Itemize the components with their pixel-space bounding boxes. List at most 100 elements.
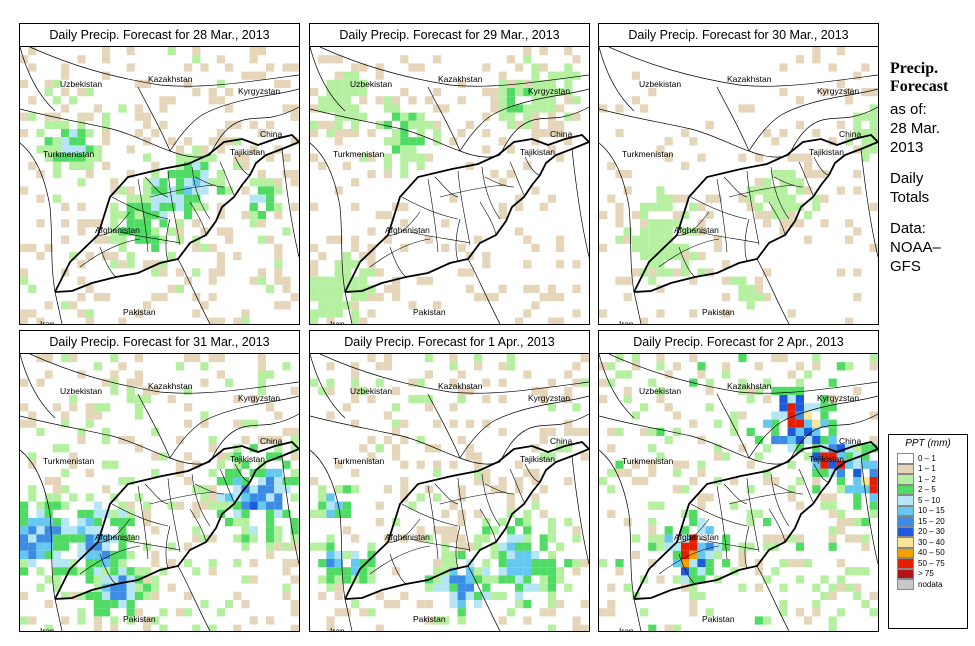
precip-cell: [208, 624, 217, 631]
precip-cell: [607, 194, 616, 203]
country-border: [599, 142, 642, 324]
precip-cell: [515, 477, 524, 486]
precip-cells: [599, 47, 878, 324]
precip-cell: [77, 518, 86, 527]
precip-cell: [564, 386, 573, 395]
precip-cell: [795, 608, 804, 617]
precip-cell: [498, 104, 507, 113]
province-border: [439, 184, 506, 198]
precip-cell: [795, 534, 804, 543]
precip-cell: [383, 120, 392, 129]
precip-cell: [416, 600, 425, 609]
map-label-uzbekistan: Uzbekistan: [60, 79, 102, 89]
precip-cell: [705, 567, 714, 576]
precip-cell: [44, 370, 53, 379]
precip-cell: [77, 202, 86, 211]
precip-cell: [424, 534, 433, 543]
precip-cell: [416, 436, 425, 445]
precip-cell: [869, 591, 878, 600]
precip-cell: [689, 276, 698, 285]
precip-cell: [433, 493, 442, 502]
precip-cell: [615, 104, 624, 113]
precip-cell: [282, 104, 291, 113]
map-label-tajikistan: Tajikistan: [809, 147, 844, 157]
precip-cell: [375, 96, 384, 105]
precip-cell: [664, 436, 673, 445]
precip-cell: [351, 235, 360, 244]
precip-cell: [795, 219, 804, 228]
map-label-china: China: [260, 436, 282, 446]
precip-cell: [351, 600, 360, 609]
precip-cell: [681, 460, 690, 469]
precip-cell: [61, 219, 70, 228]
precip-cell: [233, 317, 242, 324]
precip-cell: [61, 501, 70, 510]
precip-cell: [159, 96, 168, 105]
precip-cell: [861, 534, 870, 543]
precip-cell: [175, 436, 184, 445]
precip-cell: [457, 518, 466, 527]
precip-cell: [110, 575, 119, 584]
province-border: [219, 161, 235, 196]
precip-cell: [274, 260, 283, 269]
precip-cell: [200, 202, 209, 211]
precip-cell: [225, 501, 234, 510]
map-label-uzbekistan: Uzbekistan: [639, 386, 681, 396]
precip-cell: [126, 436, 135, 445]
precip-cell: [126, 608, 135, 617]
province-border: [369, 545, 431, 575]
precip-cell: [85, 88, 94, 97]
precip-cell: [681, 252, 690, 261]
precip-cell: [28, 559, 37, 568]
precip-cell: [20, 186, 29, 195]
precip-cell: [681, 211, 690, 220]
precip-cell: [334, 559, 343, 568]
precip-cell: [52, 444, 61, 453]
precip-cell: [110, 550, 119, 559]
precip-cell: [290, 452, 299, 461]
precip-cell: [192, 219, 201, 228]
precip-cell: [787, 309, 796, 318]
precip-cell: [631, 354, 640, 363]
precip-cell: [648, 227, 657, 236]
precip-cell: [457, 268, 466, 277]
precip-cell: [523, 284, 532, 293]
precip-cell: [126, 567, 135, 576]
precip-cell: [515, 534, 524, 543]
precip-cell: [795, 411, 804, 420]
precip-cell: [531, 104, 540, 113]
precip-cell: [326, 493, 335, 502]
precip-cell: [615, 219, 624, 228]
precip-cell: [564, 559, 573, 568]
precip-cell: [400, 436, 409, 445]
precip-cell: [474, 235, 483, 244]
precip-cell: [266, 550, 275, 559]
precip-cell: [110, 211, 119, 220]
precip-cell: [69, 526, 78, 535]
precip-cell: [351, 202, 360, 211]
precip-cell: [159, 178, 168, 187]
province-border: [387, 211, 421, 236]
precip-cell: [474, 542, 483, 551]
precip-cell: [795, 120, 804, 129]
precip-cell: [523, 309, 532, 318]
precip-cell: [167, 137, 176, 146]
precip-cell: [126, 477, 135, 486]
precip-cell: [763, 293, 772, 302]
precip-cell: [225, 120, 234, 129]
province-border: [479, 201, 497, 236]
precip-cell: [359, 153, 368, 162]
precip-cell: [648, 526, 657, 535]
precip-cell: [216, 252, 225, 261]
precip-cell: [192, 460, 201, 469]
precip-cell: [672, 411, 681, 420]
precip-cell: [572, 284, 581, 293]
precip-cell: [812, 452, 821, 461]
precip-cell: [310, 153, 319, 162]
province-border: [813, 156, 830, 176]
precip-cell: [249, 202, 258, 211]
precip-cell: [241, 153, 250, 162]
precip-cell: [216, 137, 225, 146]
province-border: [798, 468, 814, 503]
precip-cell: [498, 96, 507, 105]
